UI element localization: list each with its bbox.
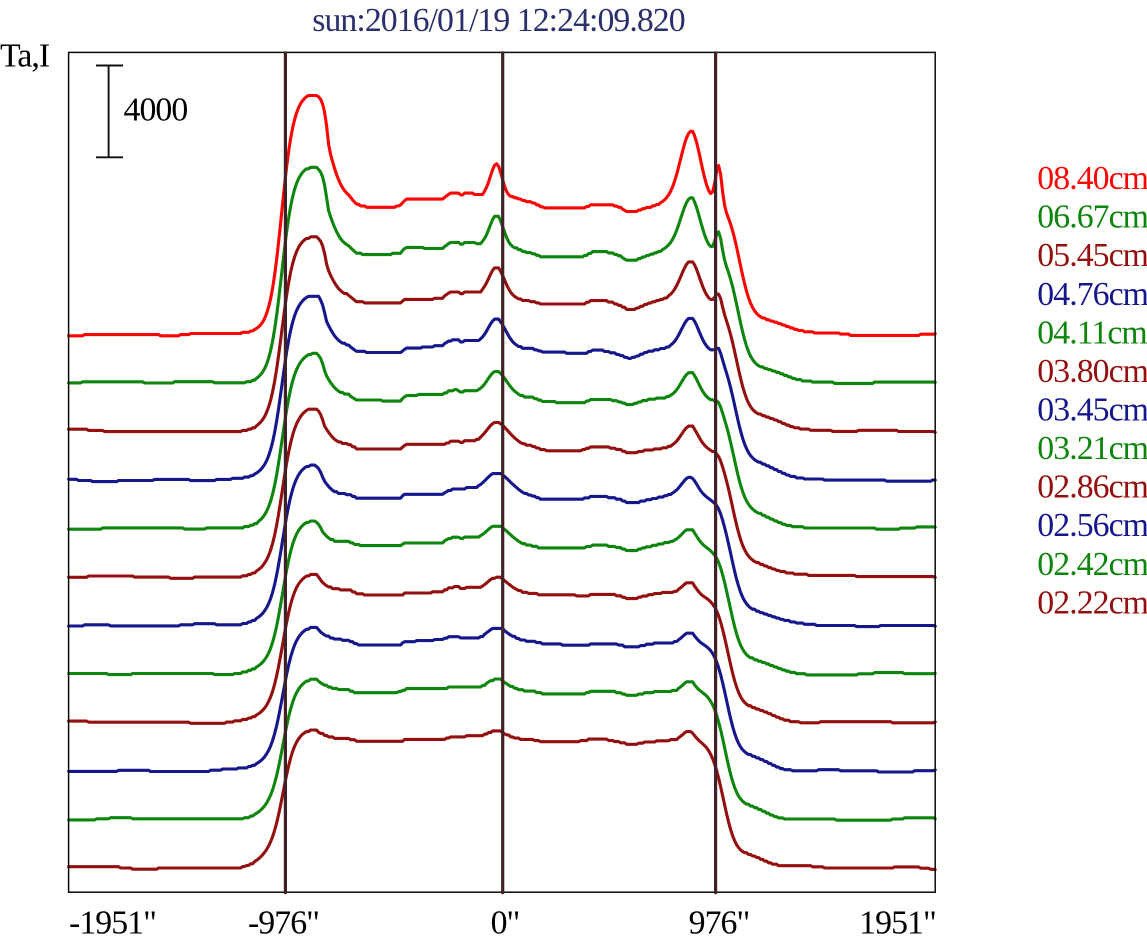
svg-text:Ta,I: Ta,I	[0, 38, 50, 75]
svg-text:02.22cm: 02.22cm	[1037, 584, 1147, 621]
svg-text:03.21cm: 03.21cm	[1037, 430, 1147, 467]
svg-text:03.45cm: 03.45cm	[1037, 392, 1147, 429]
svg-text:1951": 1951"	[859, 904, 936, 941]
svg-text:04.11cm: 04.11cm	[1037, 314, 1147, 351]
svg-text:08.40cm: 08.40cm	[1037, 160, 1147, 197]
svg-text:02.42cm: 02.42cm	[1037, 546, 1147, 583]
svg-text:976": 976"	[689, 904, 750, 941]
svg-text:03.80cm: 03.80cm	[1037, 353, 1147, 390]
svg-text:sun:2016/01/19 12:24:09.820: sun:2016/01/19 12:24:09.820	[312, 2, 684, 39]
svg-text:02.56cm: 02.56cm	[1037, 507, 1147, 544]
svg-text:05.45cm: 05.45cm	[1037, 237, 1147, 274]
svg-text:-976": -976"	[248, 904, 319, 941]
svg-text:02.86cm: 02.86cm	[1037, 469, 1147, 506]
svg-text:04.76cm: 04.76cm	[1037, 276, 1147, 313]
svg-text:4000: 4000	[124, 91, 188, 128]
svg-text:06.67cm: 06.67cm	[1037, 199, 1147, 236]
svg-text:0": 0"	[491, 904, 520, 941]
svg-text:-1951": -1951"	[69, 904, 156, 941]
